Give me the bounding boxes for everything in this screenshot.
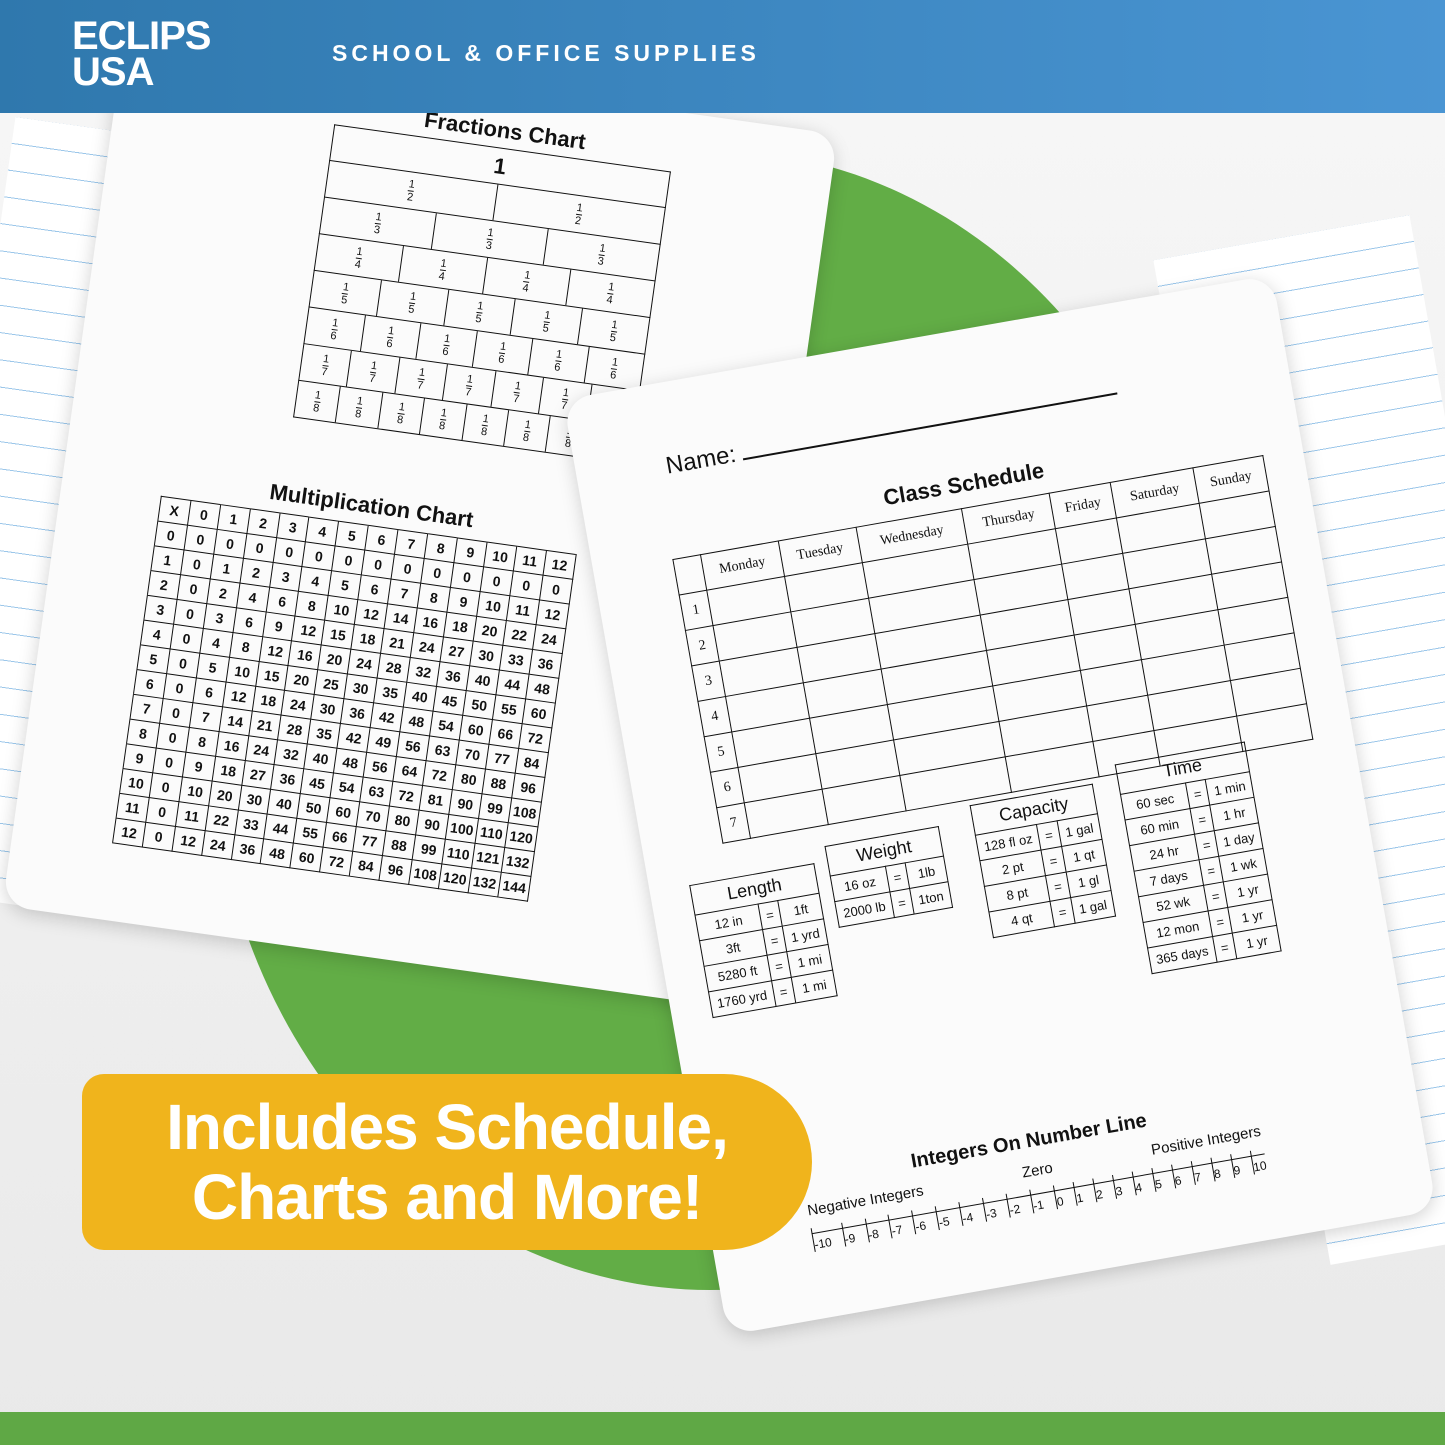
conversion-table-length: Length 12 in = 1ft 3ft = 1 yrd 5280 ft = 1 mi 1760… <box>689 863 838 1018</box>
mult-cell: 60 <box>290 843 324 872</box>
brand-header: ECLIPS USA SCHOOL & OFFICE SUPPLIES <box>0 0 1445 113</box>
mult-cell: 132 <box>468 868 502 897</box>
conversion-cell: 1 mi <box>791 970 838 1003</box>
number-line-tick: -4 <box>958 1200 975 1226</box>
number-line-tick: 1 <box>1072 1180 1085 1206</box>
conversion-cell: 1ton <box>909 881 953 915</box>
mult-cell: 84 <box>349 851 383 881</box>
green-footer-strip <box>0 1412 1445 1445</box>
number-line-tick: 5 <box>1151 1166 1163 1192</box>
number-line-tick: -3 <box>982 1196 998 1222</box>
conversion-table-weight: Weight 16 oz = 1lb 2000 lb = 1ton <box>824 826 953 928</box>
number-line-tick: 8 <box>1210 1156 1222 1182</box>
number-line-tick: -7 <box>887 1212 904 1239</box>
name-label: Name: <box>663 440 739 480</box>
number-line-tick: 2 <box>1092 1177 1104 1203</box>
number-line-tick: 6 <box>1170 1163 1183 1189</box>
number-line-tick: 10 <box>1249 1148 1268 1175</box>
banner-line-1: Includes Schedule, <box>166 1091 729 1163</box>
conversion-table-time: Time 60 sec = 1 min 60 min = 1 hr 24 hr = 1 day 7 … <box>1115 742 1282 975</box>
mult-cell: 12 <box>171 826 205 856</box>
number-line-tick: -10 <box>810 1225 833 1252</box>
number-line-tick: 9 <box>1229 1153 1242 1179</box>
mult-cell: 48 <box>260 838 294 868</box>
banner-line-2: Charts and More! <box>191 1161 703 1233</box>
mult-cell: 36 <box>230 834 265 864</box>
mult-header: 12 <box>112 818 146 848</box>
conversion-table-capacity: Capacity 128 fl oz = 1 gal 2 pt = 1 qt 8 pt = 1 g… <box>970 784 1116 939</box>
number-line-tick: -8 <box>864 1216 881 1243</box>
zero-label: Zero <box>1020 1159 1055 1182</box>
number-line-tick: 3 <box>1111 1173 1124 1199</box>
mult-cell: 0 <box>142 822 176 852</box>
mult-cell: 144 <box>497 872 531 902</box>
mult-cell: 24 <box>201 830 235 860</box>
mult-cell: 96 <box>379 855 413 885</box>
number-line: Integers On Number Line Negative Integer… <box>800 1090 1268 1252</box>
conversion-cell: 1 gal <box>1070 890 1116 924</box>
number-line-tick: -5 <box>935 1204 951 1231</box>
mult-cell: 72 <box>319 847 353 877</box>
number-line-tick: 4 <box>1131 1170 1144 1196</box>
number-line-tick: 7 <box>1190 1160 1203 1185</box>
eclips-usa-logo: ECLIPS USA <box>72 14 211 94</box>
number-line-tick: -9 <box>840 1220 857 1247</box>
multiplication-chart: X 0 1 2 3 4 5 6 7 8 9 10 11 12 0 0 0 0 0 0 0 0 0 0 0 0 0 0 1 0 1 2 3 4 5 6 7… <box>112 495 577 902</box>
mult-cell: 120 <box>438 863 472 893</box>
promo-banner: Includes Schedule, Charts and More! <box>82 1074 812 1250</box>
number-line-tick: -2 <box>1005 1191 1022 1218</box>
number-line-tick: -1 <box>1029 1187 1046 1214</box>
number-line-tick: 0 <box>1052 1184 1065 1210</box>
number-line-tick: -6 <box>911 1208 928 1235</box>
mult-cell: 108 <box>408 859 442 889</box>
tagline: SCHOOL & OFFICE SUPPLIES <box>332 40 760 66</box>
